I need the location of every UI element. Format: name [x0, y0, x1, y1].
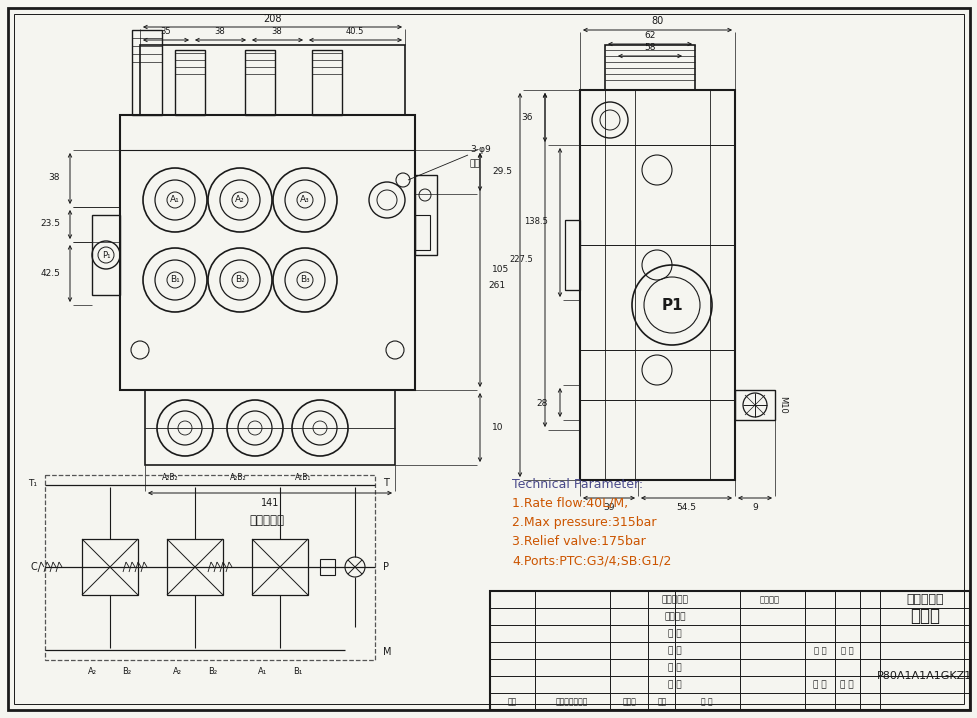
Text: 日期: 日期 — [657, 697, 666, 706]
Text: 10: 10 — [491, 422, 503, 432]
Text: 29.5: 29.5 — [491, 167, 512, 177]
Text: 80: 80 — [651, 16, 662, 26]
Text: 设 计: 设 计 — [667, 680, 681, 689]
Text: 比 例: 比 例 — [839, 680, 853, 689]
Text: A₁B₁: A₁B₁ — [294, 472, 311, 482]
Bar — [414, 175, 437, 255]
Text: A₃: A₃ — [300, 195, 310, 205]
Text: 3.Relief valve:175bar: 3.Relief valve:175bar — [512, 535, 645, 548]
Bar — [92, 215, 120, 295]
Text: T: T — [383, 478, 389, 488]
Text: 校 对: 校 对 — [667, 629, 681, 638]
Bar — [565, 220, 579, 290]
Bar — [45, 475, 374, 660]
Text: A₂: A₂ — [234, 195, 244, 205]
Text: 227.5: 227.5 — [509, 256, 532, 264]
Text: 外型尺寸图: 外型尺寸图 — [906, 593, 943, 606]
Text: 共 费: 共 费 — [813, 646, 826, 655]
Text: 2.Max pressure:315bar: 2.Max pressure:315bar — [512, 516, 656, 529]
Text: P80A1A1A1GKZ1: P80A1A1A1GKZ1 — [876, 671, 972, 681]
Bar — [140, 45, 404, 115]
Text: 4.Ports:PTC:G3/4;SB:G1/2: 4.Ports:PTC:G3/4;SB:G1/2 — [512, 554, 670, 567]
Text: A₂B₂: A₂B₂ — [161, 472, 178, 482]
Text: 35: 35 — [160, 27, 171, 35]
Text: C: C — [30, 562, 37, 572]
Text: 261: 261 — [488, 281, 504, 289]
Text: 审 批: 审 批 — [701, 697, 712, 706]
Text: 42.5: 42.5 — [40, 269, 60, 277]
Text: B₁: B₁ — [170, 276, 180, 284]
Text: M10: M10 — [778, 396, 786, 414]
Text: P: P — [383, 562, 389, 572]
Text: 制 图: 制 图 — [667, 663, 681, 672]
Text: 描 图: 描 图 — [667, 646, 681, 655]
Text: 重 量: 重 量 — [812, 680, 826, 689]
Text: 多路阀: 多路阀 — [909, 607, 939, 625]
Text: 3-φ9: 3-φ9 — [470, 146, 490, 154]
Text: A₂: A₂ — [87, 668, 97, 676]
Text: 58: 58 — [644, 44, 656, 52]
Bar — [120, 115, 414, 390]
Text: 138.5: 138.5 — [524, 218, 547, 226]
Text: 更改内容或依据: 更改内容或依据 — [555, 697, 587, 706]
Text: 第 页: 第 页 — [840, 646, 853, 655]
Bar — [489, 591, 969, 710]
Text: P1: P1 — [660, 297, 682, 312]
Text: A₁: A₁ — [170, 195, 180, 205]
Bar — [605, 45, 695, 90]
Bar — [245, 50, 275, 115]
Text: M: M — [383, 647, 391, 657]
Text: T₁: T₁ — [28, 478, 37, 488]
Text: 141: 141 — [261, 498, 278, 508]
Bar — [319, 559, 335, 575]
Text: B₂: B₂ — [234, 276, 244, 284]
Text: 图样标记: 图样标记 — [759, 595, 780, 604]
Bar — [312, 50, 342, 115]
Bar — [579, 90, 735, 480]
Text: A₂: A₂ — [172, 668, 182, 676]
Text: 54.5: 54.5 — [675, 503, 696, 511]
Text: 23.5: 23.5 — [40, 220, 60, 228]
Text: 标记: 标记 — [507, 697, 516, 706]
Bar — [175, 50, 205, 115]
Text: 62: 62 — [644, 32, 655, 40]
Text: 工艺检查: 工艺检查 — [663, 612, 685, 621]
Text: 28: 28 — [536, 398, 547, 408]
Text: 38: 38 — [214, 27, 225, 35]
Text: B₂: B₂ — [122, 668, 132, 676]
Text: 39: 39 — [603, 503, 615, 511]
Text: 液压原理图: 液压原理图 — [249, 513, 284, 526]
Text: B₃: B₃ — [300, 276, 310, 284]
Text: 38: 38 — [49, 174, 60, 182]
Text: A₂B₂: A₂B₂ — [230, 472, 246, 482]
Bar — [145, 390, 395, 465]
Text: B₁: B₁ — [293, 668, 302, 676]
Bar — [252, 539, 308, 595]
Text: 通孔: 通孔 — [470, 159, 481, 169]
Text: 1.Rate flow:40L/M,: 1.Rate flow:40L/M, — [512, 497, 627, 510]
Bar — [167, 539, 223, 595]
Text: A₁: A₁ — [258, 668, 268, 676]
Text: Technical Parameter:: Technical Parameter: — [512, 478, 643, 491]
Text: B₂: B₂ — [208, 668, 217, 676]
Text: 更改人: 更改人 — [622, 697, 636, 706]
Text: 9: 9 — [751, 503, 757, 511]
Text: 40.5: 40.5 — [346, 27, 363, 35]
Bar — [735, 390, 774, 420]
Bar — [414, 215, 430, 250]
Text: P₁: P₁ — [102, 251, 110, 259]
Text: 36: 36 — [521, 113, 532, 121]
Bar — [132, 30, 162, 115]
Text: 105: 105 — [491, 266, 509, 274]
Text: 标准化检查: 标准化检查 — [660, 595, 688, 604]
Text: 38: 38 — [272, 27, 282, 35]
Bar — [82, 539, 138, 595]
Text: 208: 208 — [263, 14, 281, 24]
